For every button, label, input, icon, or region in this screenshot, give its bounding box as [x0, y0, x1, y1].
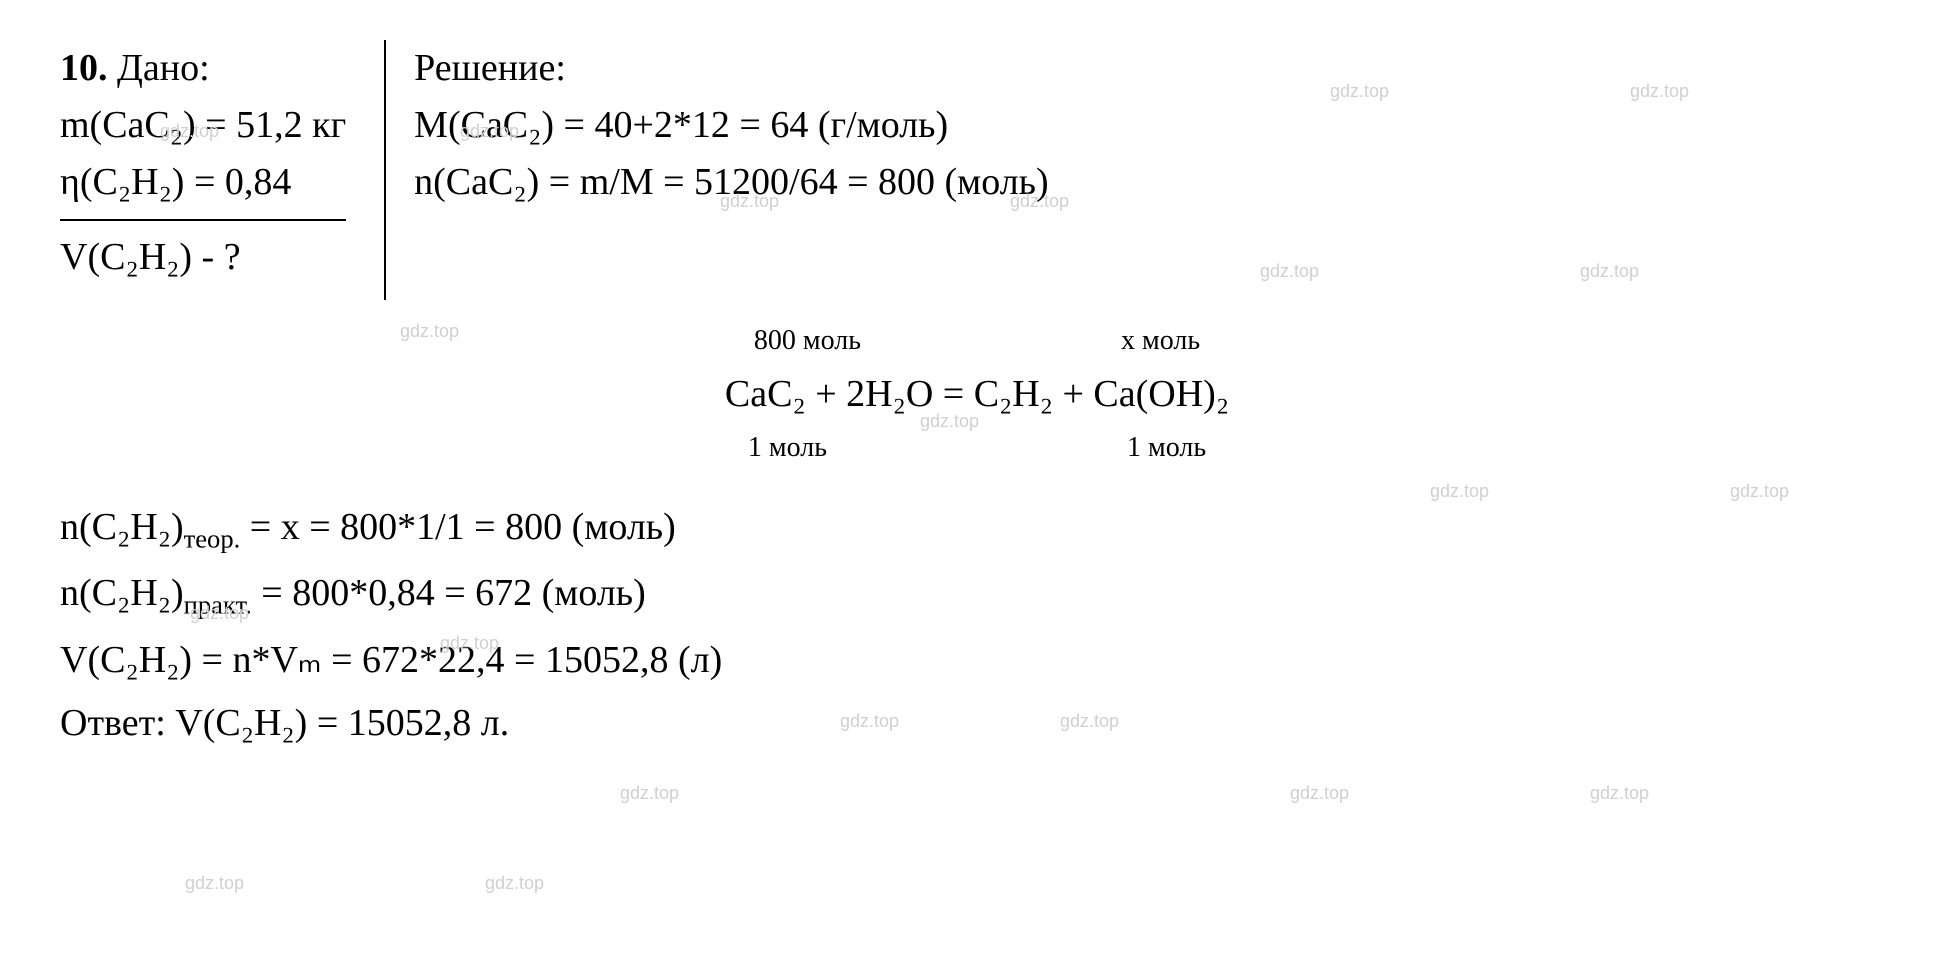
- equation-top-annotation: 800 моль x моль: [60, 320, 1894, 362]
- top-section: 10. Дано: m(CaC₂) = 51,2 кг η(C₂H₂) = 0,…: [60, 40, 1894, 300]
- calc-line-2: n(C₂H₂)практ. = 800*0,84 = 672 (моль): [60, 565, 1894, 625]
- calc1-sub: теор.: [184, 524, 241, 554]
- calc2-prefix: n(C₂H₂): [60, 572, 184, 614]
- page-container: 10. Дано: m(CaC₂) = 51,2 кг η(C₂H₂) = 0,…: [60, 40, 1894, 752]
- given-header: 10. Дано:: [60, 40, 346, 97]
- calculations-section: n(C₂H₂)теор. = x = 800*1/1 = 800 (моль) …: [60, 499, 1894, 752]
- solution-line-1: M(CaC₂) = 40+2*12 = 64 (г/моль): [414, 97, 1049, 154]
- given-question: V(C₂H₂) - ?: [60, 229, 346, 286]
- problem-number: 10.: [60, 47, 108, 89]
- given-label: Дано:: [117, 47, 210, 89]
- solution-label: Решение:: [414, 40, 1049, 97]
- eq-bottom-right: 1 моль: [1127, 427, 1206, 469]
- watermark: gdz.top: [1590, 780, 1649, 807]
- equation-bottom-annotation: 1 моль 1 моль: [60, 427, 1894, 469]
- watermark: gdz.top: [1290, 780, 1349, 807]
- given-line-2: η(C₂H₂) = 0,84: [60, 154, 346, 211]
- answer-line: Ответ: V(C₂H₂) = 15052,8 л.: [60, 695, 1894, 752]
- watermark: gdz.top: [185, 870, 244, 897]
- eq-bottom-left: 1 моль: [748, 427, 827, 469]
- calc2-sub: практ.: [184, 590, 252, 620]
- vertical-divider: [384, 40, 386, 300]
- calc1-prefix: n(C₂H₂): [60, 506, 184, 548]
- eq-top-left: 800 моль: [754, 320, 861, 362]
- calc-line-3: V(C₂H₂) = n*Vₘ = 672*22,4 = 15052,8 (л): [60, 632, 1894, 689]
- calc2-rest: = 800*0,84 = 672 (моль): [252, 572, 646, 614]
- solution-line-2: n(CaC₂) = m/M = 51200/64 = 800 (моль): [414, 154, 1049, 211]
- solution-column: Решение: M(CaC₂) = 40+2*12 = 64 (г/моль)…: [404, 40, 1049, 211]
- watermark: gdz.top: [620, 780, 679, 807]
- calc1-rest: = x = 800*1/1 = 800 (моль): [240, 506, 676, 548]
- equation-formula: CaC₂ + 2H₂O = C₂H₂ + Ca(OH)₂: [60, 366, 1894, 423]
- equation-block: 800 моль x моль CaC₂ + 2H₂O = C₂H₂ + Ca(…: [60, 320, 1894, 469]
- given-line-1: m(CaC₂) = 51,2 кг: [60, 97, 346, 154]
- given-column: 10. Дано: m(CaC₂) = 51,2 кг η(C₂H₂) = 0,…: [60, 40, 366, 286]
- eq-top-right: x моль: [1121, 320, 1200, 362]
- given-divider-line: [60, 219, 346, 221]
- calc-line-1: n(C₂H₂)теор. = x = 800*1/1 = 800 (моль): [60, 499, 1894, 559]
- watermark: gdz.top: [485, 870, 544, 897]
